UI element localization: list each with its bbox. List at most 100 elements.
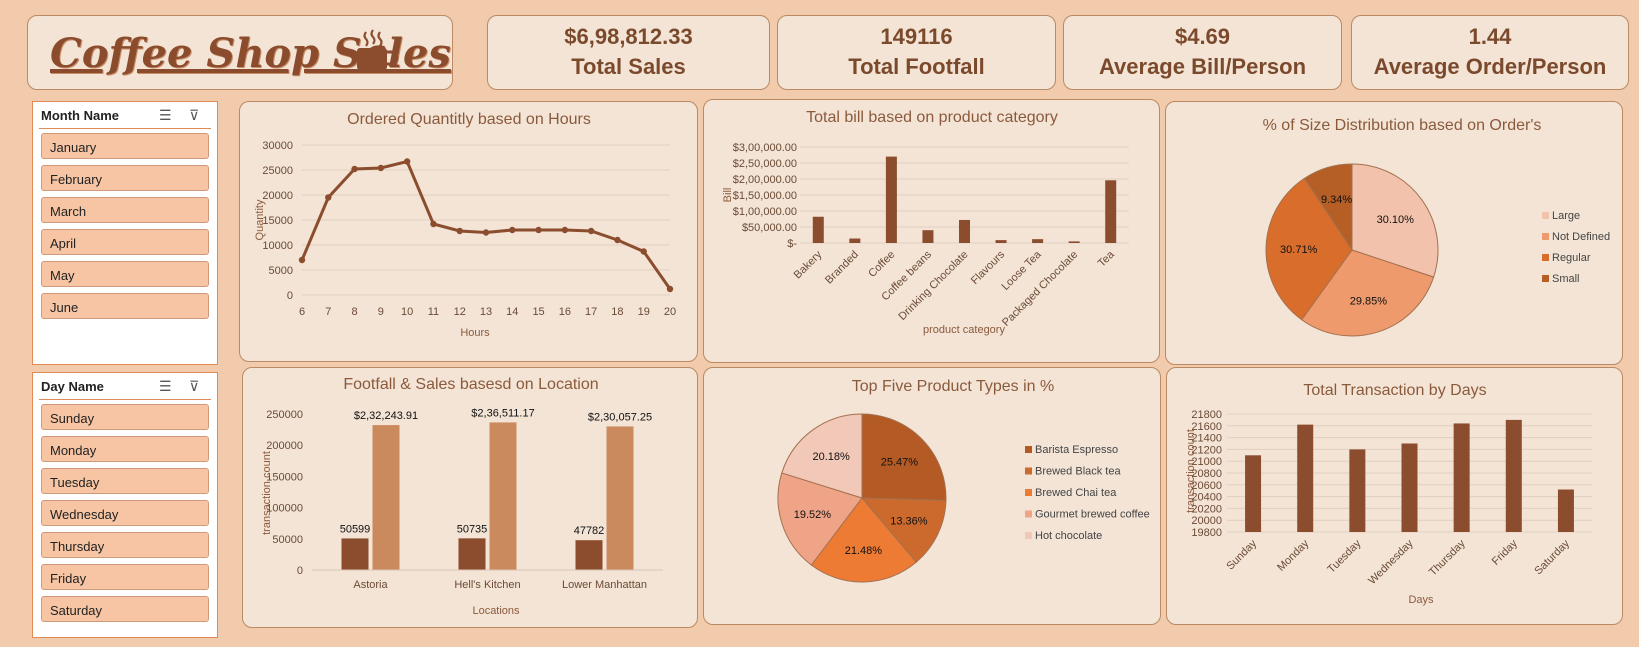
y-tick-label: 21600 <box>1191 421 1222 433</box>
x-tick-label: Bakery <box>792 248 825 281</box>
x-tick-label: 17 <box>585 306 597 318</box>
slicer-item-april[interactable]: April <box>41 229 209 255</box>
legend-swatch <box>1542 275 1549 282</box>
y-tick-label: 5000 <box>269 265 293 277</box>
y-tick-label: 20000 <box>262 190 293 202</box>
y-tick-label: 0 <box>297 565 303 577</box>
slice-label: 30.71% <box>1280 244 1318 256</box>
pie-slice <box>860 497 947 563</box>
pie-slice <box>1300 249 1435 337</box>
x-tick-label: Astoria <box>353 579 388 591</box>
y-tick-label: 50000 <box>272 534 303 546</box>
bar <box>959 219 970 243</box>
x-tick-label: 10 <box>401 306 413 318</box>
legend-swatch <box>1025 467 1032 475</box>
x-axis-label: Locations <box>472 605 520 617</box>
x-tick-label: Thursday <box>1427 537 1468 578</box>
pie-slice <box>861 413 947 501</box>
y-tick-label: 20400 <box>1191 492 1222 504</box>
x-tick-label: 20 <box>664 306 676 318</box>
x-tick-label: 11 <box>428 306 439 318</box>
slicer-item-wednesday[interactable]: Wednesday <box>41 500 209 526</box>
y-tick-label: 10000 <box>262 240 293 252</box>
y-tick-label: 150000 <box>266 471 303 483</box>
pie-slice <box>777 472 863 566</box>
chart-title: Total bill based on product category <box>806 109 1058 126</box>
category-chart-panel: Total bill based on product category $- $5… <box>703 99 1160 363</box>
kpi-label: Average Order/Person <box>1373 54 1607 79</box>
legend-label: Hot chocolate <box>1035 530 1102 542</box>
slicer-item-february[interactable]: February <box>41 165 209 191</box>
bar <box>885 156 897 243</box>
legend-swatch <box>1542 233 1549 240</box>
legend-swatch <box>1542 212 1549 219</box>
slicer-item-march[interactable]: March <box>41 197 209 223</box>
data-label: $2,36,511.17 <box>471 407 534 419</box>
bar <box>489 422 517 570</box>
y-tick-label: 200000 <box>266 440 303 452</box>
x-tick-label: 7 <box>325 306 331 318</box>
clear-filter-icon[interactable]: ⊽ <box>189 107 200 123</box>
slicer-item-june[interactable]: June <box>41 293 209 319</box>
days-bar-chart: Total Transaction by Days 198002000020200… <box>1185 382 1592 606</box>
slicer-item-thursday[interactable]: Thursday <box>41 532 209 558</box>
x-tick-label: 8 <box>352 306 358 318</box>
slicer-item-friday[interactable]: Friday <box>41 564 209 590</box>
slicer-item-tuesday[interactable]: Tuesday <box>41 468 209 494</box>
data-point <box>640 248 647 255</box>
y-axis-label: Quantity <box>254 199 266 240</box>
x-tick-label: 16 <box>559 306 571 318</box>
x-tick-label: Tea <box>1096 248 1118 270</box>
slicer-item-january[interactable]: January <box>41 133 209 159</box>
legend-swatch <box>1542 254 1549 261</box>
x-tick-label: Tuesday <box>1325 537 1363 575</box>
slice-label: 20.18% <box>812 451 850 463</box>
slicer-item-monday[interactable]: Monday <box>41 436 209 462</box>
x-tick-label: 14 <box>506 306 518 318</box>
data-point <box>403 158 411 165</box>
x-tick-label: Branded <box>823 249 861 287</box>
slicer-item-sunday[interactable]: Sunday <box>41 404 209 430</box>
slicer-item-saturday[interactable]: Saturday <box>41 596 209 622</box>
kpi-total-sales: $6,98,812.33 Total Sales <box>487 15 770 90</box>
bar <box>1453 423 1470 532</box>
x-tick-label: 9 <box>378 306 384 318</box>
slice-label: 13.36% <box>890 516 928 528</box>
kpi-value: 1.44 <box>1468 24 1512 49</box>
slicer-item-may[interactable]: May <box>41 261 209 287</box>
x-tick-label: 13 <box>480 306 492 318</box>
clear-filter-icon[interactable]: ⊽ <box>189 378 200 394</box>
pie-slice <box>810 497 917 583</box>
y-tick-label: 100000 <box>266 503 303 515</box>
bar <box>372 425 400 570</box>
legend-label: Not Defined <box>1552 231 1610 243</box>
bar <box>1401 443 1418 532</box>
products-chart-panel: Top Five Product Types in % 25.47% 13.36% 2… <box>703 367 1161 625</box>
legend-label: Gourmet brewed coffee <box>1035 509 1150 521</box>
multi-select-icon[interactable]: ☰ <box>159 107 172 123</box>
x-axis-label: Days <box>1408 594 1434 606</box>
x-tick-label: Lower Manhattan <box>562 579 647 591</box>
x-tick-label: Sunday <box>1224 537 1259 572</box>
divider <box>39 128 211 129</box>
category-bar-chart: Total bill based on product category $- $5… <box>722 109 1129 336</box>
x-axis-label: product category <box>923 324 1005 336</box>
y-tick-label: 30000 <box>262 140 293 152</box>
data-label: 47782 <box>574 525 605 537</box>
multi-select-icon[interactable]: ☰ <box>159 378 172 394</box>
day-slicer-header: Day Name <box>41 379 104 394</box>
legend-swatch <box>1025 510 1032 518</box>
slice-label: 25.47% <box>881 457 919 469</box>
legend-swatch <box>1025 532 1032 539</box>
kpi-total-footfall: 149116 Total Footfall <box>777 15 1056 90</box>
bar <box>1105 180 1117 243</box>
bar <box>1032 239 1044 243</box>
y-axis-label: transaction count <box>261 451 273 535</box>
slice-label: 19.52% <box>794 509 832 521</box>
x-tick-label: 18 <box>611 306 623 318</box>
data-point <box>351 165 358 173</box>
legend-label: Barista Espresso <box>1035 444 1118 456</box>
data-point <box>430 220 437 228</box>
y-tick-label: 21200 <box>1191 444 1222 456</box>
bar <box>458 538 486 570</box>
